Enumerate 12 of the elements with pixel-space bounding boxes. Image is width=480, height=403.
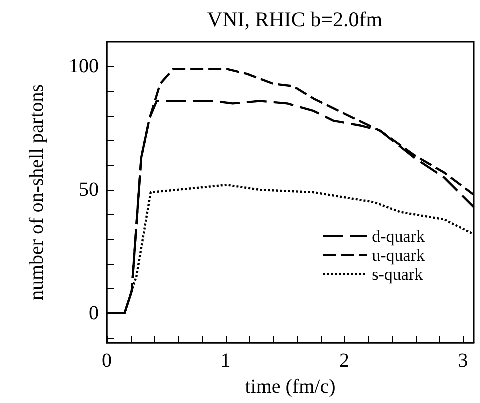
y-tick-label: 50 <box>79 179 99 202</box>
x-axis-title: time (fm/c) <box>245 376 336 398</box>
x-tick-label: 2 <box>340 350 350 372</box>
y-tick-label: 0 <box>89 302 99 324</box>
legend-label: s-quark <box>372 265 424 284</box>
x-tick-label: 1 <box>220 350 231 372</box>
legend-label: d-quark <box>372 227 426 246</box>
x-tick-label: 3 <box>458 350 468 372</box>
chart-title: VNI, RHIC b=2.0fm <box>207 8 383 32</box>
y-tick-label: 100 <box>69 56 99 78</box>
legend-label: u-quark <box>372 246 426 265</box>
y-axis-title: number of on-shell partons <box>26 84 48 301</box>
